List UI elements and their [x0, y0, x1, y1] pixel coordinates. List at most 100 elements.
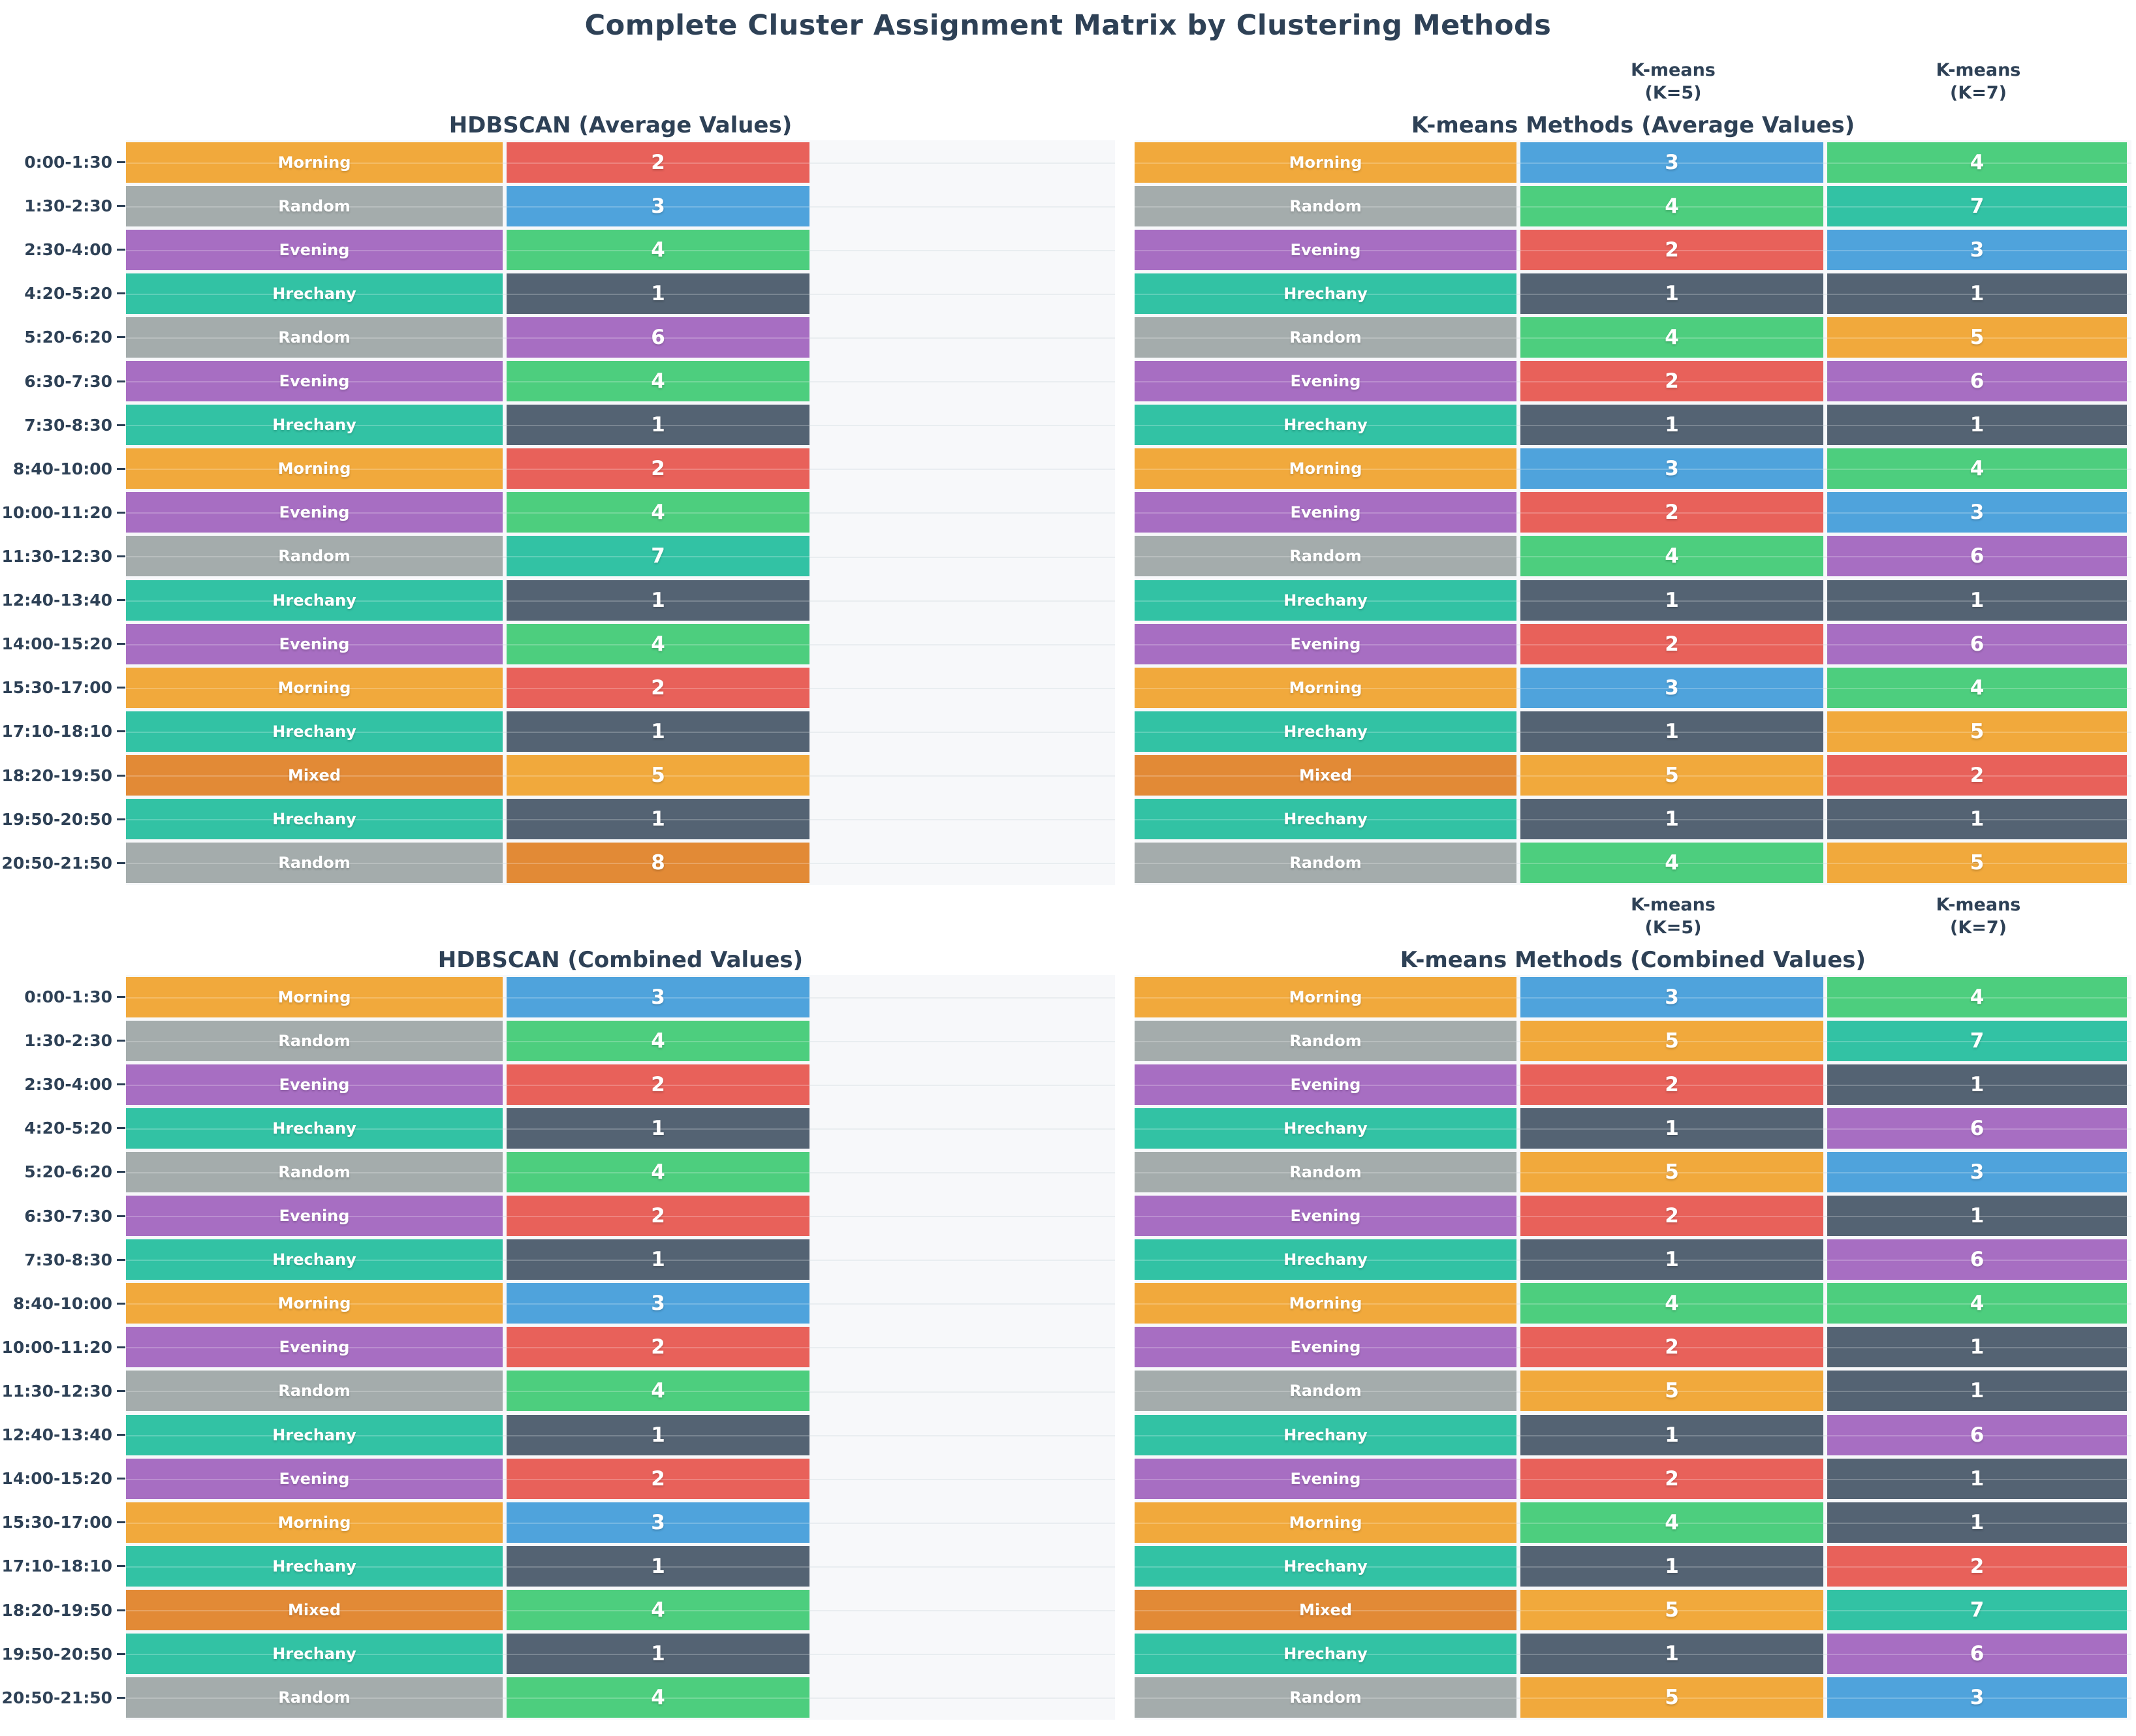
- matrix-row: Random 7: [126, 535, 1115, 578]
- cluster-value-cell-k7: 4: [1827, 667, 2127, 708]
- y-tick-mark: [117, 292, 125, 295]
- matrix-row: Hrechany 1: [126, 403, 1115, 447]
- matrix-row: Hrechany 1 1: [1135, 798, 2131, 841]
- cluster-value-cell-k5: 5: [1520, 1677, 1823, 1718]
- matrix-row: Hrechany 1 6: [1135, 1106, 2131, 1150]
- category-cell: Evening: [126, 1196, 503, 1237]
- matrix-row: Morning 3: [126, 975, 1115, 1019]
- cluster-value-cell-k5: 1: [1520, 1414, 1823, 1455]
- y-tick: 20:50-21:50: [0, 1676, 125, 1720]
- category-cell: Hrechany: [126, 1414, 503, 1455]
- category-cell: Hrechany: [1135, 799, 1516, 840]
- cluster-value-cell-k5: 3: [1520, 667, 1823, 708]
- category-cell: Hrechany: [1135, 1414, 1516, 1455]
- cluster-value-cell-k5: 2: [1520, 1327, 1823, 1368]
- cluster-value-cell-k5: 2: [1520, 1458, 1823, 1499]
- category-cell: Evening: [126, 623, 503, 664]
- y-tick-mark: [117, 1521, 125, 1524]
- cluster-value-cell: 3: [507, 1283, 809, 1324]
- y-tick-mark: [117, 424, 125, 426]
- y-tick: 12:40-13:40: [0, 578, 125, 622]
- category-cell: Morning: [1135, 667, 1516, 708]
- cluster-value-cell: 4: [507, 229, 809, 270]
- y-axis-labels: 0:00-1:30 1:30-2:30 2:30-4:00 4:20-5:20 5:20…: [0, 140, 125, 885]
- cluster-value-cell: 4: [507, 492, 809, 533]
- matrix-row: Morning 4 4: [1135, 1282, 2131, 1325]
- matrix-row: Hrechany 1: [126, 1413, 1115, 1457]
- panel-title-hdbscan-combined: HDBSCAN (Combined Values): [437, 947, 804, 973]
- cluster-value-cell-k5: 1: [1520, 580, 1823, 621]
- category-cell: Evening: [1135, 361, 1516, 402]
- matrix-row: Evening 2 3: [1135, 228, 2131, 271]
- y-tick-label: 20:50-21:50: [1, 1688, 112, 1707]
- cluster-value-cell-k7: 5: [1827, 843, 2127, 884]
- cluster-value-cell: 3: [507, 976, 809, 1017]
- cluster-value-cell: 2: [507, 1196, 809, 1237]
- category-cell: Hrechany: [1135, 1108, 1516, 1149]
- cluster-value-cell: 2: [507, 1327, 809, 1368]
- category-cell: Evening: [1135, 1196, 1516, 1237]
- column-header-line: K-means: [1631, 60, 1716, 80]
- cluster-value-cell: 7: [507, 536, 809, 577]
- y-tick-label: 18:20-19:50: [1, 1600, 112, 1620]
- category-cell: Hrechany: [1135, 1545, 1516, 1587]
- matrix-row: Evening 2 6: [1135, 622, 2131, 666]
- matrix-row: Evening 2 1: [1135, 1062, 2131, 1106]
- cluster-value-cell-k5: 2: [1520, 492, 1823, 533]
- cluster-value-cell: 1: [507, 273, 809, 314]
- cluster-value-cell-k5: 4: [1520, 185, 1823, 226]
- y-tick-mark: [117, 1040, 125, 1042]
- y-tick-label: 12:40-13:40: [1, 591, 112, 610]
- y-tick: 19:50-20:50: [0, 1632, 125, 1676]
- category-cell: Evening: [1135, 1458, 1516, 1499]
- cluster-value-cell-k7: 1: [1827, 580, 2127, 621]
- cluster-value-cell-k5: 1: [1520, 1108, 1823, 1149]
- y-tick-label: 17:10-18:10: [1, 1557, 112, 1576]
- y-tick-mark: [117, 1258, 125, 1261]
- cluster-value-cell-k5: 5: [1520, 1151, 1823, 1192]
- cluster-value-cell: 1: [507, 1239, 809, 1280]
- matrix-row: Evening 2: [126, 1457, 1115, 1500]
- cluster-value-cell-k5: 2: [1520, 623, 1823, 664]
- y-tick-label: 15:30-17:00: [1, 1513, 112, 1532]
- cluster-value-cell-k5: 1: [1520, 1634, 1823, 1675]
- matrix-row: Morning 3: [126, 1282, 1115, 1325]
- category-cell: Hrechany: [126, 580, 503, 621]
- cluster-value-cell-k7: 1: [1827, 1371, 2127, 1412]
- category-cell: Evening: [1135, 229, 1516, 270]
- y-axis-labels: 0:00-1:30 1:30-2:30 2:30-4:00 4:20-5:20 5:20…: [0, 975, 125, 1720]
- matrix-row: Evening 4: [126, 228, 1115, 271]
- category-cell: Hrechany: [126, 1239, 503, 1280]
- y-tick-label: 11:30-12:30: [1, 547, 112, 566]
- category-cell: Morning: [126, 667, 503, 708]
- category-cell: Hrechany: [126, 405, 503, 446]
- cluster-value-cell: 4: [507, 361, 809, 402]
- category-cell: Random: [1135, 843, 1516, 884]
- y-tick-label: 0:00-1:30: [24, 153, 112, 172]
- category-cell: Random: [126, 843, 503, 884]
- y-tick: 14:00-15:20: [0, 622, 125, 666]
- cluster-value-cell-k5: 5: [1520, 1371, 1823, 1412]
- cluster-value-cell-k7: 4: [1827, 1283, 2127, 1324]
- y-tick-mark: [117, 1565, 125, 1568]
- matrix-row: Hrechany 1 2: [1135, 1544, 2131, 1588]
- y-tick: 10:00-11:20: [0, 491, 125, 535]
- cluster-value-cell: 1: [507, 1414, 809, 1455]
- cluster-value-cell: 1: [507, 405, 809, 446]
- y-tick-mark: [117, 1171, 125, 1173]
- cluster-value-cell-k7: 6: [1827, 1239, 2127, 1280]
- cluster-value-cell-k7: 6: [1827, 1108, 2127, 1149]
- column-header-line: (K=5): [1644, 83, 1702, 104]
- column-header-line: K-means: [1936, 60, 2021, 80]
- matrix-row: Evening 2: [126, 1325, 1115, 1369]
- cluster-value-cell-k7: 1: [1827, 1502, 2127, 1543]
- cluster-value-cell: 4: [507, 1677, 809, 1718]
- matrix-row: Hrechany 1: [126, 1544, 1115, 1588]
- cluster-value-cell-k7: 1: [1827, 405, 2127, 446]
- cluster-value-cell-k7: 1: [1827, 799, 2127, 840]
- category-cell: Hrechany: [126, 1108, 503, 1149]
- cluster-value-cell-k5: 1: [1520, 405, 1823, 446]
- column-header-line: K-means: [1631, 895, 1716, 915]
- category-cell: Hrechany: [126, 1634, 503, 1675]
- category-cell: Mixed: [126, 1590, 503, 1631]
